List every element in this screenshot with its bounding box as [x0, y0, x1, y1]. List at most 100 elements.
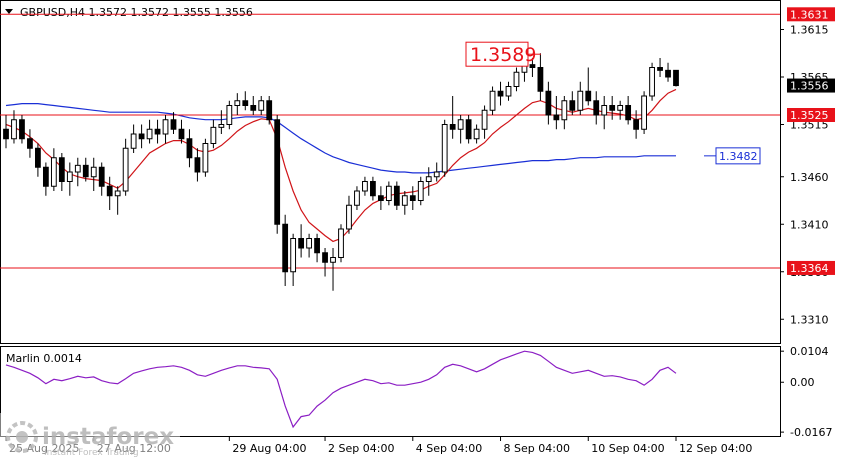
candle-body — [314, 238, 320, 254]
high-callout-label: 1.3589 — [470, 44, 536, 66]
candle-body — [130, 133, 137, 149]
candle-body — [481, 109, 488, 130]
candle-body — [409, 195, 416, 201]
candle-body — [82, 164, 89, 178]
horizontal-levels[interactable]: 1.3631 1.3525 1.3364 — [0, 7, 835, 275]
candle-body — [98, 166, 105, 187]
current-price-tag — [787, 78, 835, 93]
candle-body — [27, 138, 33, 149]
candle-body — [609, 105, 616, 111]
candle-body — [154, 128, 161, 135]
ma-callout-label: 1.3482 — [719, 150, 758, 163]
candle-body — [354, 190, 360, 206]
candle-body — [641, 95, 647, 130]
oscillator-panel-border — [0, 346, 781, 437]
candle-body — [465, 119, 472, 140]
candle-body — [449, 124, 456, 130]
candle-body — [114, 190, 121, 197]
time-tick-label: 27 Aug 12:00 — [97, 442, 171, 455]
level-price-label: 1.3364 — [790, 262, 829, 275]
candle-body — [513, 71, 520, 87]
candle-body — [457, 119, 464, 130]
candle-body — [393, 185, 400, 206]
candle-body — [473, 128, 480, 140]
level-price-tag — [787, 260, 835, 275]
candle-body — [433, 171, 440, 178]
time-tick-label: 8 Sep 04:00 — [504, 442, 570, 455]
candle-body — [50, 157, 57, 187]
candle-body — [497, 90, 504, 97]
candle-body — [537, 67, 544, 92]
candle-body — [106, 185, 113, 197]
candle-body — [593, 100, 600, 116]
time-tick-label: 2 Sep 04:00 — [328, 442, 394, 455]
candle-body — [585, 90, 592, 102]
candle-body — [362, 181, 368, 192]
candle-body — [673, 69, 679, 87]
candle-body — [625, 105, 632, 121]
oscillator-label: Marlin 0.0014 — [6, 352, 82, 365]
candle-body — [577, 90, 584, 111]
price-tick-label: 1.3410 — [790, 218, 829, 231]
candle-body — [186, 138, 193, 159]
candle-body — [489, 90, 496, 111]
instaforex-logo: instaforex Instant Forex Trading — [0, 413, 180, 459]
candle-body — [218, 124, 225, 128]
candle-body — [210, 126, 217, 144]
candle-body — [298, 238, 305, 249]
candle-body — [19, 119, 25, 140]
current-price-label: 1.3556 — [790, 80, 829, 93]
candle-body — [242, 100, 249, 106]
level-price-tag — [787, 7, 835, 22]
candle-body — [250, 105, 257, 111]
candle-body — [202, 143, 209, 173]
candle-body — [306, 238, 312, 249]
candle-body — [417, 181, 424, 201]
candle-body — [633, 119, 640, 130]
oscillator-tick-label: 0.0104 — [790, 345, 829, 358]
candle-body — [377, 195, 384, 201]
candle-body — [266, 100, 273, 121]
candle-body — [330, 257, 336, 263]
candle-body — [649, 67, 655, 97]
candle-body — [657, 67, 663, 71]
time-tick-label: 4 Sep 04:00 — [416, 442, 482, 455]
logo-mark-icon — [6, 421, 38, 453]
candle-body — [122, 147, 129, 192]
candle-body — [346, 204, 352, 230]
candle-body — [425, 176, 432, 182]
candle-body — [11, 119, 17, 140]
candle-body — [74, 164, 81, 173]
main-panel-border — [0, 0, 781, 344]
candle-body — [385, 185, 392, 201]
candle-body — [441, 124, 448, 173]
candle-body — [322, 252, 328, 263]
candle-body — [569, 100, 576, 111]
blue-ma-line — [5, 103, 676, 174]
candle-body — [194, 157, 201, 173]
current-price-marker: 1.3556 — [787, 78, 835, 93]
candle-body — [561, 100, 568, 121]
candle-body — [617, 105, 624, 111]
candle-body — [665, 69, 671, 78]
candle-body — [545, 90, 552, 116]
candle-body — [58, 157, 65, 182]
candle-body — [258, 100, 265, 111]
logo-brand-text: instaforex — [42, 424, 174, 450]
candle-body — [370, 181, 376, 197]
candle-body — [226, 105, 233, 125]
annotations: 1.3589 1.3482 — [465, 41, 761, 165]
logo-tagline: Instant Forex Trading — [44, 448, 139, 458]
level-price-label: 1.3525 — [790, 109, 829, 122]
oscillator-tick-label: 0.00 — [790, 376, 815, 389]
price-tick-label: 1.3460 — [790, 171, 829, 184]
candle-body — [90, 166, 97, 178]
candle-body — [35, 147, 41, 168]
candle-body — [601, 105, 608, 116]
candle-body — [338, 228, 344, 258]
symbol-dropdown-icon[interactable] — [5, 9, 13, 14]
level-price-label: 1.3631 — [790, 8, 829, 21]
candle-body — [529, 64, 536, 69]
